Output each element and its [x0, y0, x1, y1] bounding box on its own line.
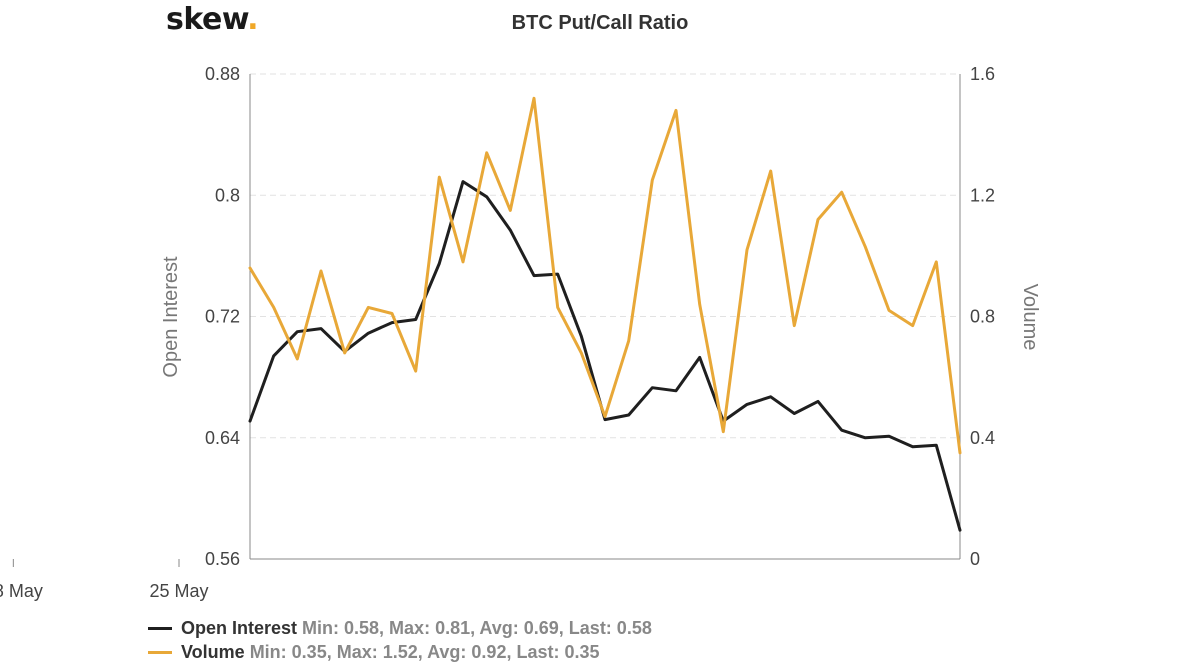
series-line-open-interest	[248, 180, 962, 532]
series-lines	[248, 96, 962, 532]
x-tick-label: 25 May	[149, 581, 208, 601]
legend-item-volume[interactable]: Volume Min: 0.35, Max: 1.52, Avg: 0.92, …	[148, 640, 652, 664]
y-left-tick-label: 0.64	[205, 428, 240, 448]
axes	[12, 74, 961, 567]
y-right-axis-title: Volume	[1019, 284, 1041, 351]
legend-stats-volume: Min: 0.35, Max: 1.52, Avg: 0.92, Last: 0…	[249, 642, 600, 662]
y-left-tick-label: 0.88	[205, 64, 240, 84]
y-left-tick-label: 0.72	[205, 307, 240, 327]
put-call-ratio-chart: 0.880.80.720.640.561.61.20.80.404 May11 …	[0, 64, 1041, 601]
series-line-volume	[248, 96, 962, 455]
legend-stats-open-interest: Min: 0.58, Max: 0.81, Avg: 0.69, Last: 0…	[302, 618, 652, 638]
chart-title: BTC Put/Call Ratio	[511, 12, 689, 34]
skew-logo: skew.	[166, 2, 259, 37]
chart-legend: Open Interest Min: 0.58, Max: 0.81, Avg:…	[148, 616, 652, 664]
y-right-tick-label: 0.8	[970, 307, 995, 327]
x-tick-label: 18 May	[0, 581, 43, 601]
y-left-tick-label: 0.56	[205, 549, 240, 569]
y-left-axis-title: Open Interest	[160, 256, 182, 378]
tick-labels: 0.880.80.720.640.561.61.20.80.404 May11 …	[0, 64, 995, 601]
legend-item-open-interest[interactable]: Open Interest Min: 0.58, Max: 0.81, Avg:…	[148, 616, 652, 640]
y-left-tick-label: 0.8	[215, 185, 240, 205]
legend-label-open-interest: Open Interest	[181, 618, 298, 638]
y-right-tick-label: 0	[970, 549, 980, 569]
legend-label-volume: Volume	[181, 642, 245, 662]
logo-text: skew	[166, 2, 248, 37]
y-right-tick-label: 1.2	[970, 185, 995, 205]
legend-swatch-volume	[148, 650, 172, 654]
legend-swatch-open-interest	[148, 626, 172, 630]
y-right-tick-label: 0.4	[970, 428, 995, 448]
grid-lines	[250, 73, 960, 439]
logo-dot: .	[247, 2, 259, 37]
y-right-tick-label: 1.6	[970, 64, 995, 84]
